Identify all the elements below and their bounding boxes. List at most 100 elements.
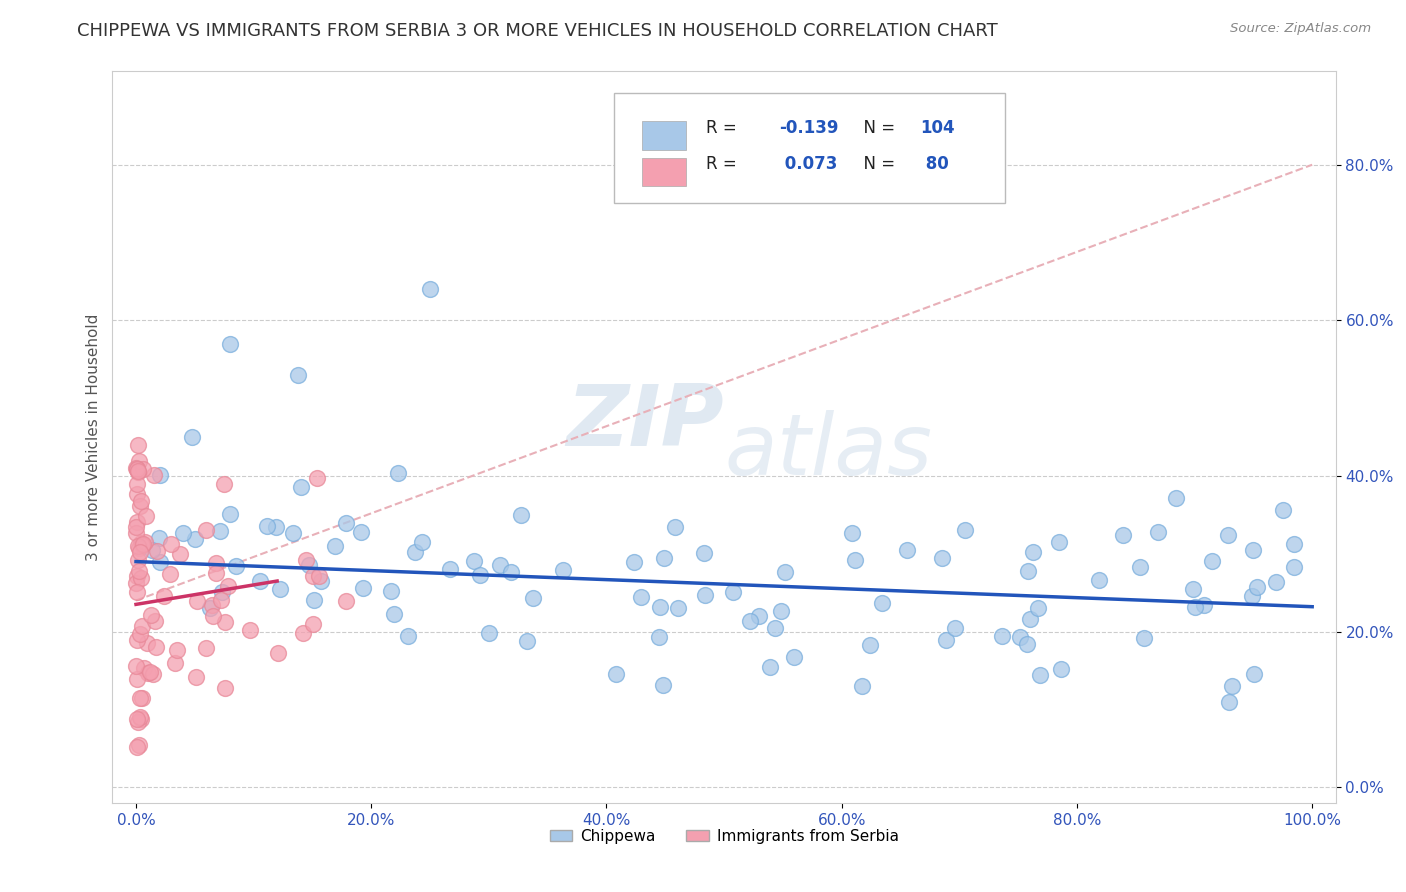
Point	[769, 604, 792, 618]
Point	[125, 712, 148, 726]
Point	[693, 546, 716, 560]
Point	[214, 615, 236, 629]
Point	[249, 574, 271, 589]
Point	[1019, 612, 1042, 626]
Point	[125, 576, 148, 591]
Point	[295, 553, 318, 567]
Point	[219, 336, 242, 351]
Point	[125, 519, 148, 533]
Point	[1017, 564, 1039, 578]
Point	[131, 619, 153, 633]
Point	[200, 598, 222, 612]
Point	[1246, 580, 1268, 594]
Point	[1182, 582, 1205, 597]
Point	[1029, 668, 1052, 682]
Point	[127, 715, 149, 730]
Point	[870, 596, 893, 610]
Point	[387, 466, 409, 480]
Point	[290, 479, 312, 493]
Point	[125, 461, 148, 475]
Point	[136, 666, 159, 681]
Text: atlas: atlas	[724, 410, 932, 493]
Point	[149, 468, 172, 483]
Point	[287, 368, 309, 382]
Point	[139, 665, 162, 680]
Point	[125, 487, 148, 501]
Point	[128, 710, 150, 724]
Text: 0.073: 0.073	[779, 155, 838, 173]
Point	[145, 640, 167, 654]
Point	[748, 609, 770, 624]
Point	[132, 536, 155, 550]
Point	[1047, 535, 1070, 549]
Point	[1241, 589, 1264, 603]
Point	[859, 638, 882, 652]
Point	[510, 508, 533, 523]
Point	[311, 574, 333, 588]
Point	[516, 634, 538, 648]
Point	[651, 678, 673, 692]
Point	[654, 551, 676, 566]
Point	[205, 556, 228, 570]
Point	[1241, 542, 1264, 557]
Point	[759, 659, 782, 673]
Point	[127, 465, 149, 479]
Point	[134, 534, 156, 549]
Point	[145, 544, 167, 558]
Point	[468, 568, 491, 582]
Text: -0.139: -0.139	[779, 119, 838, 136]
Point	[666, 600, 689, 615]
Point	[553, 563, 575, 577]
Point	[943, 621, 966, 635]
Point	[143, 614, 166, 628]
Point	[127, 464, 149, 478]
Point	[135, 636, 157, 650]
Point	[225, 558, 247, 573]
Point	[127, 739, 149, 754]
Y-axis label: 3 or more Vehicles in Household: 3 or more Vehicles in Household	[86, 313, 101, 561]
Point	[844, 553, 866, 567]
Point	[131, 712, 153, 726]
Text: R =: R =	[706, 119, 742, 136]
Point	[211, 585, 233, 599]
Point	[1282, 537, 1305, 551]
Point	[350, 524, 373, 539]
Point	[141, 607, 163, 622]
Point	[605, 667, 627, 681]
Point	[184, 670, 207, 684]
Point	[693, 588, 716, 602]
Point	[159, 567, 181, 582]
Point	[1088, 573, 1111, 587]
Point	[380, 584, 402, 599]
Point	[1184, 599, 1206, 614]
Point	[499, 565, 522, 579]
Point	[186, 594, 208, 608]
FancyBboxPatch shape	[614, 94, 1005, 203]
Point	[1218, 695, 1240, 709]
Point	[129, 494, 152, 508]
Point	[301, 616, 323, 631]
Point	[302, 593, 325, 607]
Point	[773, 565, 796, 579]
Point	[1147, 524, 1170, 539]
Point	[648, 630, 671, 644]
Point	[128, 453, 150, 467]
Point	[127, 438, 149, 452]
Point	[1112, 528, 1135, 542]
Point	[142, 468, 165, 483]
Point	[127, 585, 149, 599]
Point	[896, 543, 918, 558]
Point	[128, 565, 150, 579]
Point	[1133, 632, 1156, 646]
Point	[129, 570, 152, 584]
Text: Source: ZipAtlas.com: Source: ZipAtlas.com	[1230, 22, 1371, 36]
Point	[411, 535, 433, 549]
Point	[522, 591, 544, 606]
Text: ZIP: ZIP	[567, 381, 724, 464]
Point	[335, 516, 357, 531]
Point	[1243, 667, 1265, 681]
Point	[163, 656, 186, 670]
Point	[352, 581, 374, 595]
Point	[132, 661, 155, 675]
Point	[214, 681, 236, 695]
